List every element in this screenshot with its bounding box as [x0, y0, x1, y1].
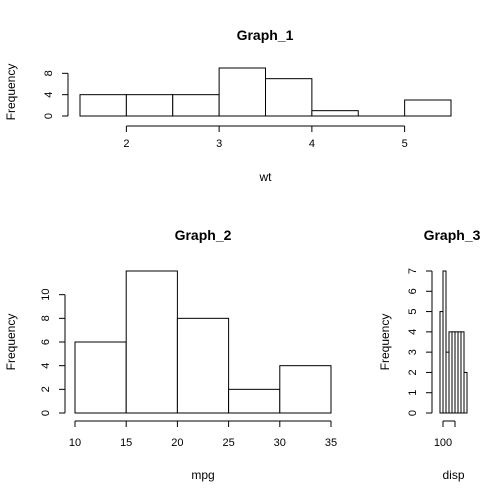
y-tick-label: 1 — [407, 390, 419, 396]
y-axis-title: Frequency — [4, 64, 18, 121]
chart-title: Graph_2 — [175, 227, 232, 243]
histogram-bar — [311, 110, 359, 117]
histogram-bar — [218, 67, 266, 117]
chart-title: Graph_1 — [237, 27, 294, 43]
y-tick-label: 4 — [407, 329, 419, 335]
histogram-bar — [442, 270, 447, 414]
x-tick-label: 25 — [222, 437, 234, 449]
y-tick-label: 4 — [43, 92, 55, 98]
y-tick-label: 3 — [407, 349, 419, 355]
y-tick-label: 2 — [40, 386, 52, 392]
x-tick-label: 2 — [123, 138, 129, 150]
y-tick-label: 4 — [40, 363, 52, 369]
x-tick-label: 5 — [402, 138, 408, 150]
x-tick-label: 35 — [325, 437, 337, 449]
histogram-bar — [74, 341, 127, 414]
histogram-bar — [125, 94, 174, 117]
x-tick-label: 3 — [216, 138, 222, 150]
x-tick-label: 15 — [120, 437, 132, 449]
y-tick-label: 0 — [407, 410, 419, 416]
x-axis-title: wt — [259, 170, 273, 184]
x-tick-label: 10 — [69, 437, 81, 449]
y-tick-label: 2 — [407, 369, 419, 375]
histogram-bar — [279, 365, 332, 414]
y-tick-label: 10 — [40, 289, 52, 301]
x-axis-title: disp — [442, 468, 464, 482]
x-tick-label: 30 — [274, 437, 286, 449]
y-tick-label: 6 — [407, 288, 419, 294]
x-tick-label: 20 — [171, 437, 183, 449]
x-axis-title: mpg — [191, 468, 214, 482]
chart-title: Graph_3 — [424, 227, 481, 243]
histogram-bar — [265, 78, 313, 117]
x-tick-label: 100 — [434, 437, 452, 449]
histogram-3: Graph_3 100 0 1 2 3 4 5 6 7 disp Frequency — [378, 227, 481, 482]
y-tick-label: 5 — [407, 309, 419, 315]
histogram-bar — [176, 317, 230, 414]
histogram-bar — [125, 270, 178, 414]
y-tick-label: 0 — [43, 113, 55, 119]
x-tick-label: 4 — [309, 138, 315, 150]
histogram-bar — [228, 388, 281, 414]
histogram-bar — [404, 99, 452, 117]
y-tick-label: 7 — [407, 268, 419, 274]
y-tick-label: 0 — [40, 410, 52, 416]
y-axis-title: Frequency — [378, 314, 392, 371]
y-tick-label: 8 — [40, 315, 52, 321]
y-tick-label: 6 — [40, 339, 52, 345]
histogram-2: Graph_2 10 15 20 25 30 35 0 2 4 6 8 10 mpg Frequency — [4, 227, 337, 482]
histogram-1: Graph_1 2 3 4 5 0 4 8 wt Frequency — [4, 27, 452, 184]
histogram-bar — [463, 371, 468, 414]
histogram-bar — [172, 94, 220, 117]
histogram-bar — [79, 94, 127, 117]
y-axis-title: Frequency — [4, 314, 18, 371]
y-tick-label: 8 — [43, 70, 55, 76]
